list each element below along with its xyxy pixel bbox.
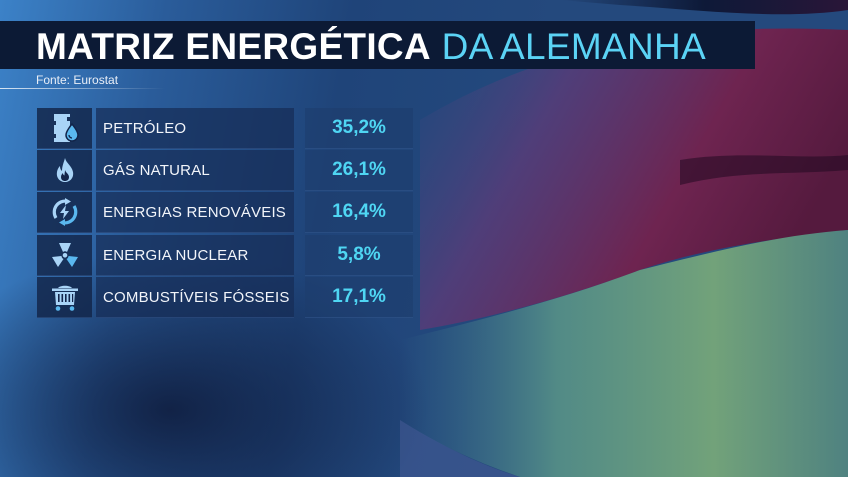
page-title: MATRIZ ENERGÉTICA DA ALEMANHA (36, 25, 706, 69)
energy-value: 35,2% (305, 108, 413, 149)
title-country: DA ALEMANHA (441, 26, 707, 67)
energy-label: PETRÓLEO (96, 108, 294, 149)
table-row: GÁS NATURAL 26,1% (37, 150, 413, 191)
table-row: ENERGIAS RENOVÁVEIS 16,4% (37, 192, 413, 233)
energy-value: 17,1% (305, 277, 413, 318)
source-underline (0, 88, 165, 89)
energy-value: 5,8% (305, 235, 413, 276)
energy-label: COMBUSTÍVEIS FÓSSEIS (96, 277, 294, 318)
energy-value: 26,1% (305, 150, 413, 191)
energy-value: 16,4% (305, 192, 413, 233)
table-row: ENERGIA NUCLEAR 5,8% (37, 235, 413, 276)
oil-barrel-drop-icon (50, 112, 80, 144)
table-row: PETRÓLEO 35,2% (37, 108, 413, 149)
energy-label: ENERGIAS RENOVÁVEIS (96, 192, 294, 233)
renewable-cycle-bolt-icon (50, 197, 80, 227)
table-row: COMBUSTÍVEIS FÓSSEIS 17,1% (37, 277, 413, 318)
radiation-icon (50, 241, 80, 269)
title-bar (0, 21, 755, 69)
energy-label: GÁS NATURAL (96, 150, 294, 191)
coal-cart-icon (50, 282, 80, 312)
source-caption: Fonte: Eurostat (36, 73, 119, 87)
energy-label: ENERGIA NUCLEAR (96, 235, 294, 276)
title-main: MATRIZ ENERGÉTICA (36, 26, 431, 67)
flame-icon (54, 157, 76, 183)
